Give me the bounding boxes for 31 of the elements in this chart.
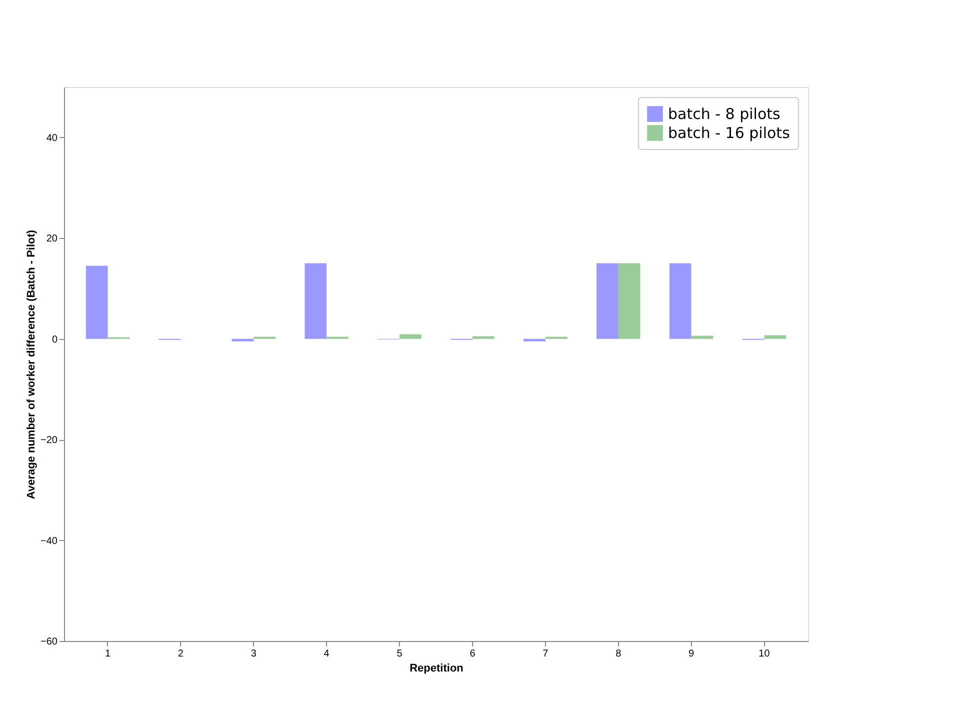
x-axis-title: Repetition [410, 662, 464, 674]
bar [669, 263, 692, 339]
y-tick-label: −20 [40, 435, 58, 446]
bar [86, 266, 108, 339]
bar [472, 336, 494, 339]
x-tick-label: 7 [542, 648, 549, 660]
legend-label: batch - 8 pilots [668, 105, 781, 123]
bar [691, 336, 714, 339]
bar [524, 338, 546, 342]
legend-label: batch - 16 pilots [668, 124, 790, 142]
x-tick-label: 3 [250, 648, 257, 660]
y-tick-label: −40 [40, 536, 58, 547]
y-axis-title: Average number of worker difference (Batch - Pilot) [26, 230, 38, 500]
bar [304, 263, 327, 339]
y-tick-label: 20 [46, 234, 58, 245]
x-tick-label: 1 [104, 648, 111, 660]
bar [232, 338, 254, 342]
x-tick-label: 9 [688, 648, 695, 660]
x-tick-label: 5 [396, 648, 403, 660]
x-tick-label: 8 [616, 648, 622, 660]
x-tick-label: 6 [470, 648, 476, 660]
x-tick-label: 10 [758, 648, 770, 660]
x-tick-label: 4 [324, 648, 330, 660]
y-tick-label: −60 [40, 636, 58, 648]
bar [596, 263, 618, 339]
bar [764, 335, 786, 339]
bar [618, 263, 640, 339]
bar [400, 334, 422, 339]
y-tick-label: 0 [52, 334, 58, 346]
y-tick-label: 40 [46, 132, 58, 144]
x-tick-label: 2 [178, 648, 184, 660]
